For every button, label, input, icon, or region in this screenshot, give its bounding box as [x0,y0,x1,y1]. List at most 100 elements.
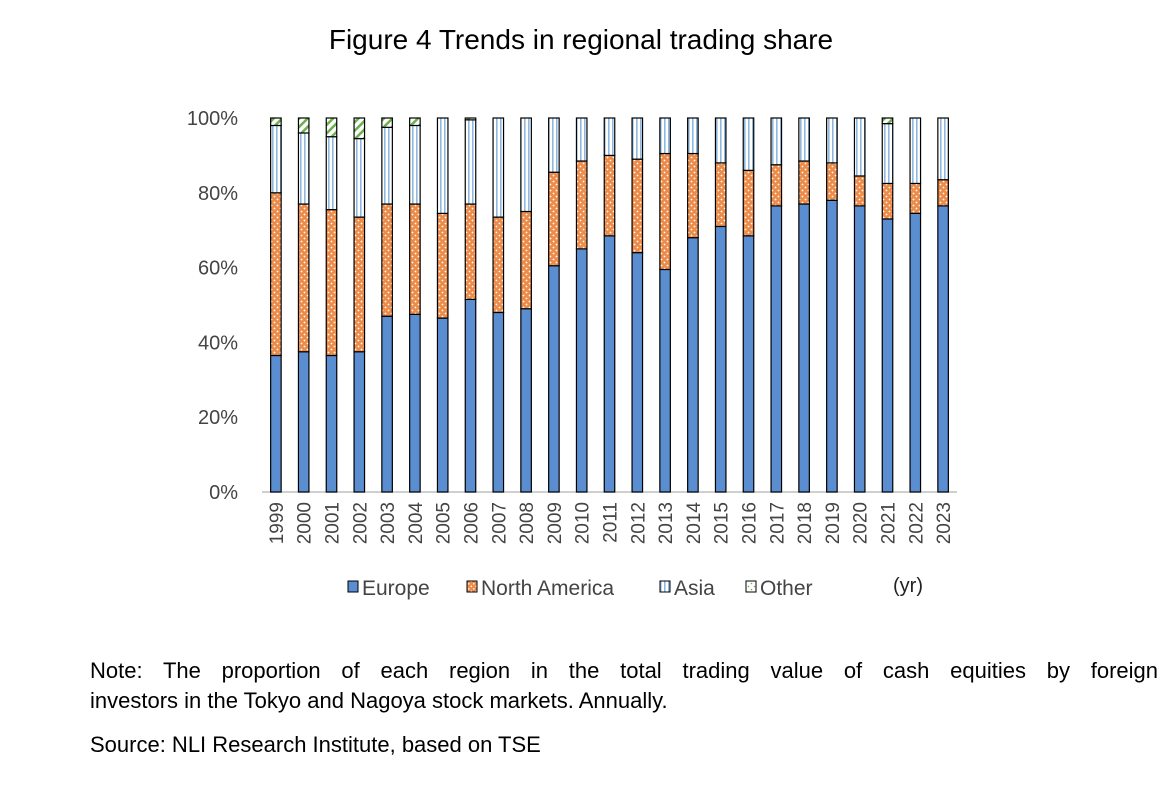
bar-europe-2009 [548,265,560,493]
x-unit-label: (yr) [893,575,923,597]
bar-north-america-2010 [575,160,588,250]
bar-asia-2001 [325,136,338,211]
bar-asia-2005 [436,117,449,214]
x-tick-label: 2017 [767,502,788,544]
bar-asia-2002 [353,137,366,218]
bar-north-america-2022 [909,182,922,214]
bar-europe-2020 [853,205,866,493]
bar-europe-2012 [631,252,644,493]
x-tick-label: 2006 [462,502,483,544]
x-tick-label: 2013 [656,502,677,544]
bar-europe-2013 [659,268,671,493]
bar-asia-2015 [714,117,727,164]
bar-asia-1999 [270,124,282,194]
bar-europe-2014 [687,237,699,493]
x-tick-label: 2001 [323,502,344,544]
bar-asia-2016 [742,117,755,171]
x-tick-label: 2008 [517,502,538,544]
bar-other-1999 [270,117,282,127]
bar-north-america-2016 [742,169,755,237]
stacked-bar-chart: 0% 20% 40% 60% 80% 100% 1999 2000 2001 2002 2003 2… [187,108,957,600]
bar-other-2021 [881,117,894,125]
x-tick-label: 2014 [684,502,705,545]
bar-europe-2002 [353,351,366,493]
y-tick-label: 100% [187,108,238,130]
bar-europe-2021 [881,218,894,493]
bar-asia-2004 [409,124,421,205]
chart-source: Source: NLI Research Institute, based on… [90,732,541,757]
bar-north-america-2023 [937,179,949,207]
x-tick-label: 2022 [906,502,927,544]
bar-europe-2006 [464,298,477,493]
x-tick-label: 2002 [350,502,371,544]
bar-asia-2003 [381,126,393,205]
y-tick-label: 0% [209,482,238,504]
bar-asia-2019 [826,117,838,164]
bar-other-2002 [353,117,366,140]
bar-europe-2016 [742,235,755,493]
x-tick-label: 2003 [378,502,399,544]
note-line-2: investors in the Tokyo and Nagoya stock … [90,688,668,713]
x-tick-label: 1999 [267,502,288,544]
legend-label-europe: Europe [362,577,430,600]
bar-europe-2001 [325,354,338,493]
bar-other-2006 [464,117,477,121]
x-tick-label: 2005 [434,502,455,544]
bar-north-america-2003 [381,203,393,317]
y-tick-label: 60% [198,258,238,280]
legend-swatch-north-america [466,580,478,593]
bar-other-2004 [409,117,421,127]
bar-north-america-2004 [409,203,421,315]
legend-label-asia: Asia [674,577,715,600]
bar-asia-2000 [297,132,310,205]
bar-asia-2021 [881,123,894,185]
bar-europe-2010 [575,248,588,493]
legend-label-north-america: North America [481,577,614,600]
x-tick-label: 2007 [489,502,510,544]
bar-europe-2004 [409,313,421,493]
bar-asia-2009 [548,117,560,173]
bar-europe-2005 [436,317,449,493]
x-tick-label: 2009 [545,502,566,544]
bar-other-2001 [325,117,338,138]
bar-north-america-2005 [436,212,449,319]
y-tick-label: 40% [198,332,238,354]
bar-north-america-2007 [492,216,505,314]
bar-asia-2022 [909,117,922,185]
bar-asia-2008 [520,117,532,213]
x-tick-label: 2000 [295,502,316,544]
bar-asia-2017 [770,117,783,166]
bar-north-america-2002 [353,216,366,353]
x-tick-label: 2010 [573,502,594,544]
note-line-1: Note: The proportion of each region in t… [90,658,1158,683]
bar-europe-2015 [714,225,727,493]
y-tick-label: 20% [198,407,238,429]
bar-north-america-2019 [826,162,838,201]
bar-asia-2018 [798,117,810,162]
bar-europe-2019 [826,199,838,493]
bar-europe-2008 [520,308,532,493]
legend-swatch-other [745,580,757,593]
bar-asia-2010 [575,117,588,162]
bar-north-america-2008 [520,210,532,310]
bar-asia-2006 [464,119,477,205]
bar-europe-2007 [492,311,505,493]
bar-asia-2014 [687,117,699,155]
bar-north-america-2017 [770,164,783,207]
x-tick-label: 2011 [601,502,622,543]
bar-europe-2023 [937,205,949,493]
bar-asia-2023 [937,117,949,181]
bar-north-america-2001 [325,209,338,357]
bar-north-america-2020 [853,175,866,207]
y-tick-label: 80% [198,183,238,205]
bar-north-america-2015 [714,162,727,228]
bar-asia-2011 [603,117,616,157]
x-tick-label: 2019 [823,502,844,544]
bar-europe-2022 [909,212,922,493]
bar-north-america-2018 [798,160,810,205]
bar-asia-2007 [492,117,505,218]
x-tick-label: 2004 [406,502,427,545]
bar-other-2000 [297,117,310,134]
bar-north-america-2013 [659,152,671,271]
legend-label-other: Other [760,577,813,600]
